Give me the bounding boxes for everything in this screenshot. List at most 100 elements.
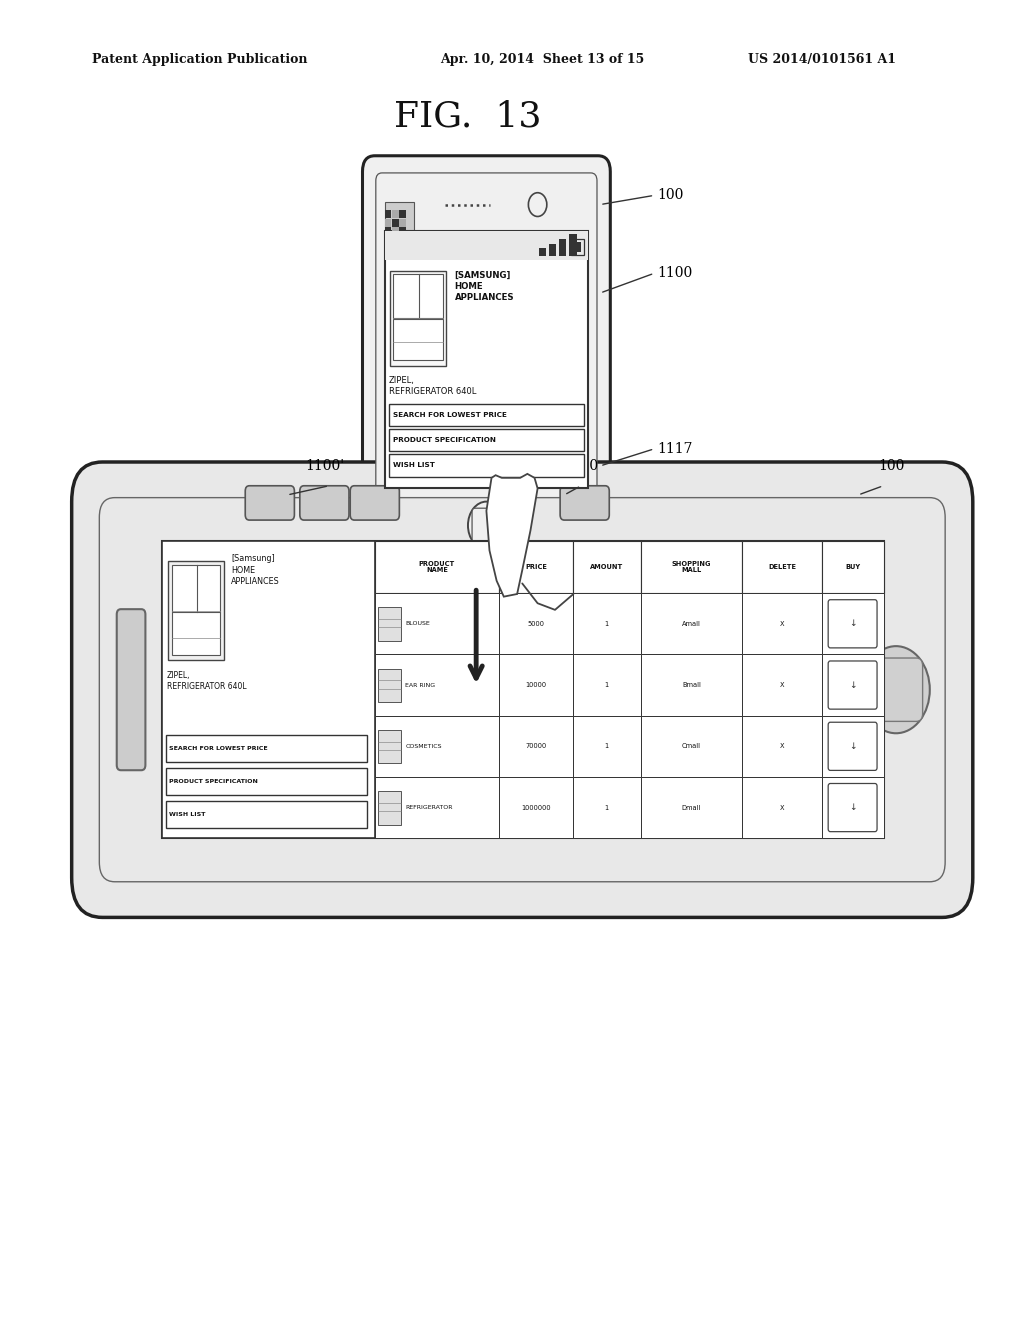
- Text: 100: 100: [657, 189, 684, 202]
- Bar: [821, 541, 884, 593]
- Bar: [572, 715, 641, 777]
- Text: AMOUNT: AMOUNT: [590, 564, 624, 570]
- Text: 100: 100: [879, 458, 905, 473]
- Text: SEARCH FOR LOWEST PRICE: SEARCH FOR LOWEST PRICE: [169, 746, 267, 751]
- Bar: [393, 275, 443, 318]
- Text: Dmall: Dmall: [682, 805, 701, 810]
- Bar: [821, 655, 884, 715]
- Bar: [499, 655, 572, 715]
- Bar: [162, 541, 375, 838]
- Text: SEARCH FOR LOWEST PRICE: SEARCH FOR LOWEST PRICE: [393, 412, 507, 418]
- Text: 1: 1: [604, 743, 608, 750]
- Text: 1: 1: [604, 805, 608, 810]
- FancyBboxPatch shape: [350, 486, 399, 520]
- Bar: [399, 219, 406, 227]
- Text: 1117: 1117: [657, 442, 693, 455]
- Text: PRODUCT SPECIFICATION: PRODUCT SPECIFICATION: [393, 437, 496, 444]
- Bar: [385, 231, 588, 488]
- FancyBboxPatch shape: [99, 498, 945, 882]
- Bar: [385, 202, 414, 235]
- Bar: [569, 234, 577, 256]
- Bar: [742, 541, 821, 593]
- Bar: [378, 607, 401, 642]
- Bar: [641, 541, 742, 593]
- Text: 5000: 5000: [527, 620, 545, 627]
- Circle shape: [528, 193, 547, 216]
- FancyBboxPatch shape: [828, 661, 877, 709]
- Text: Amall: Amall: [682, 620, 700, 627]
- FancyBboxPatch shape: [828, 722, 877, 771]
- Text: Cmall: Cmall: [682, 743, 701, 750]
- Text: 10000: 10000: [525, 682, 547, 688]
- Bar: [742, 593, 821, 655]
- Bar: [375, 715, 499, 777]
- Bar: [559, 239, 566, 256]
- Bar: [549, 244, 556, 256]
- Bar: [539, 248, 546, 256]
- Text: X: X: [779, 743, 784, 750]
- Bar: [378, 730, 401, 763]
- Bar: [378, 791, 401, 825]
- Bar: [821, 777, 884, 838]
- Bar: [389, 404, 584, 426]
- Bar: [166, 768, 367, 795]
- FancyBboxPatch shape: [376, 173, 597, 560]
- Text: DELETE: DELETE: [768, 564, 796, 570]
- Text: WISH LIST: WISH LIST: [393, 462, 435, 469]
- Bar: [385, 227, 391, 235]
- Text: ↓: ↓: [849, 681, 856, 689]
- Polygon shape: [486, 474, 538, 597]
- Bar: [641, 777, 742, 838]
- Text: 1100: 1100: [657, 267, 692, 280]
- Text: X: X: [779, 805, 784, 810]
- Bar: [378, 668, 401, 702]
- Bar: [392, 210, 398, 218]
- Text: BLOUSE: BLOUSE: [406, 622, 430, 626]
- Bar: [385, 219, 391, 227]
- Text: COSMETICS: COSMETICS: [406, 743, 442, 748]
- FancyBboxPatch shape: [869, 657, 923, 721]
- Bar: [499, 777, 572, 838]
- Bar: [385, 210, 391, 218]
- Text: ↓: ↓: [849, 619, 856, 628]
- Bar: [499, 715, 572, 777]
- Bar: [172, 565, 220, 612]
- Text: PRODUCT
NAME: PRODUCT NAME: [419, 561, 455, 573]
- Bar: [742, 777, 821, 838]
- Bar: [499, 593, 572, 655]
- Text: 70000: 70000: [525, 743, 547, 750]
- Text: REFRIGERATOR: REFRIGERATOR: [406, 805, 453, 810]
- Circle shape: [862, 645, 930, 734]
- FancyBboxPatch shape: [362, 156, 610, 577]
- Bar: [572, 777, 641, 838]
- FancyBboxPatch shape: [828, 784, 877, 832]
- Text: [Samsung]
HOME
APPLIANCES: [Samsung] HOME APPLIANCES: [231, 554, 281, 586]
- FancyBboxPatch shape: [117, 610, 145, 771]
- Text: 1000000: 1000000: [521, 805, 551, 810]
- Bar: [572, 541, 641, 593]
- Text: X: X: [779, 682, 784, 688]
- Bar: [393, 318, 443, 360]
- Text: PRODUCT SPECIFICATION: PRODUCT SPECIFICATION: [169, 779, 258, 784]
- Bar: [641, 655, 742, 715]
- FancyBboxPatch shape: [472, 508, 501, 543]
- Text: WISH LIST: WISH LIST: [169, 812, 206, 817]
- Text: ZIPEL,
REFRIGERATOR 640L: ZIPEL, REFRIGERATOR 640L: [389, 376, 476, 396]
- Bar: [168, 561, 224, 660]
- Bar: [385, 231, 588, 260]
- FancyBboxPatch shape: [246, 486, 295, 520]
- Text: Patent Application Publication: Patent Application Publication: [92, 53, 307, 66]
- Text: SHOPPING
MALL: SHOPPING MALL: [672, 561, 712, 573]
- Bar: [572, 655, 641, 715]
- Bar: [742, 655, 821, 715]
- FancyBboxPatch shape: [560, 486, 609, 520]
- Bar: [375, 541, 499, 593]
- Bar: [172, 612, 220, 655]
- Text: US 2014/0101561 A1: US 2014/0101561 A1: [748, 53, 896, 66]
- Text: FIG.  13: FIG. 13: [394, 99, 542, 133]
- Bar: [375, 655, 499, 715]
- Bar: [499, 541, 572, 593]
- Text: Apr. 10, 2014  Sheet 13 of 15: Apr. 10, 2014 Sheet 13 of 15: [440, 53, 644, 66]
- Bar: [166, 735, 367, 762]
- Bar: [399, 227, 406, 235]
